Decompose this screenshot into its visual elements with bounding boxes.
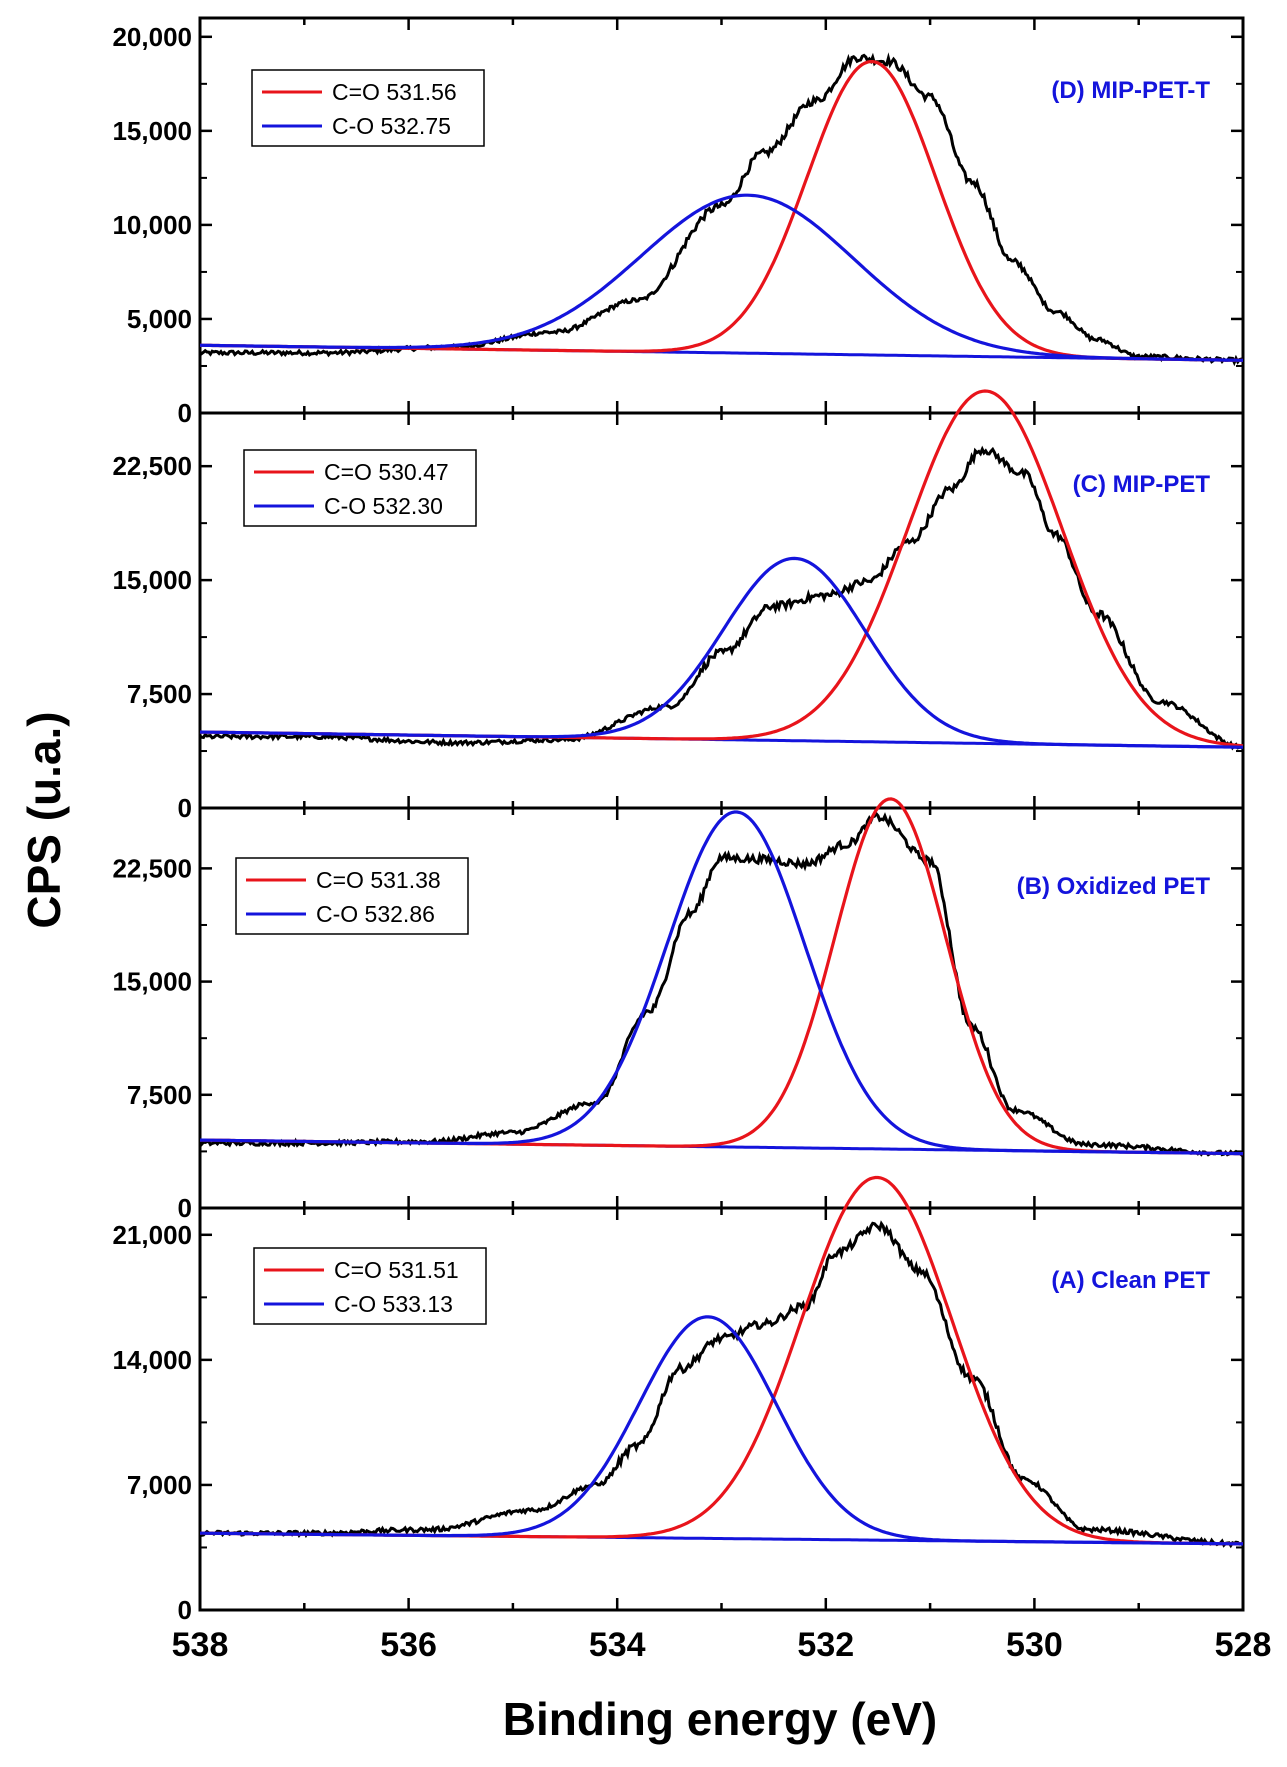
legend: C=O 531.38 C-O 532.86 — [235, 857, 469, 935]
x-tick-label: 536 — [380, 1626, 437, 1664]
y-tick-label: 7,000 — [127, 1470, 192, 1500]
x-tick-label: 538 — [172, 1626, 229, 1664]
measured-spectrum-line — [198, 1220, 1244, 1549]
measured-spectrum-line — [199, 52, 1244, 367]
legend: C=O 531.51 C-O 533.13 — [253, 1247, 487, 1325]
y-tick-label: 10,000 — [112, 210, 192, 240]
panel-B: 0 7,500 15,000 22,500 C=O 531.38 C-O 532.86 (B… — [112, 797, 1245, 1223]
panel-label: (A) Clean PET — [1051, 1267, 1210, 1294]
panel-label: (B) Oxidized PET — [1017, 873, 1211, 900]
legend-box — [235, 857, 469, 935]
co-double-fit-line — [200, 1175, 1243, 1546]
panel-A: 0 7,000 14,000 21,000 C=O 531.51 C-O 533.13 (A… — [112, 1175, 1245, 1625]
x-axis-title: Binding energy (eV) — [503, 1693, 937, 1745]
legend: C=O 530.47 C-O 532.30 — [243, 449, 477, 527]
y-tick-label: 15,000 — [112, 116, 192, 146]
x-tick-label: 532 — [797, 1626, 854, 1664]
legend-box — [253, 1247, 487, 1325]
y-tick-label: 14,000 — [112, 1345, 192, 1375]
panel-D: 0 5,000 10,000 15,000 20,000 C=O 531.56 C-O 53… — [112, 16, 1245, 428]
panel-label: (D) MIP-PET-T — [1051, 77, 1210, 104]
y-tick-label: 0 — [178, 793, 192, 823]
co-double-fit-line — [200, 797, 1244, 1156]
y-tick-label: 22,500 — [112, 451, 192, 481]
co-single-fit-line — [200, 193, 1243, 362]
legend-label: C=O 530.47 — [324, 459, 449, 485]
y-tick-label: 15,000 — [112, 565, 192, 595]
legend-label: C-O 532.30 — [324, 493, 443, 519]
legend-label: C-O 533.13 — [334, 1291, 453, 1317]
y-axis-title: CPS (u.a.) — [18, 711, 70, 928]
y-tick-label: 7,500 — [127, 1080, 192, 1110]
y-tick-label: 0 — [178, 398, 192, 428]
y-tick-label: 22,500 — [112, 853, 192, 883]
legend-label: C=O 531.38 — [316, 867, 441, 893]
co-single-fit-line — [200, 1315, 1243, 1546]
panel-label: (C) MIP-PET — [1073, 471, 1211, 498]
co-single-fit-line — [200, 810, 1244, 1156]
co-single-fit-line — [199, 556, 1243, 749]
legend-box — [251, 69, 485, 147]
legend-label: C-O 532.75 — [332, 113, 451, 139]
legend-box — [243, 449, 477, 527]
legend-label: C-O 532.86 — [316, 901, 435, 927]
y-tick-label: 5,000 — [127, 304, 192, 334]
legend-label: C=O 531.56 — [332, 79, 457, 105]
y-tick-label: 0 — [178, 1193, 192, 1223]
measured-spectrum-line — [199, 445, 1245, 751]
panels-layer: 0 5,000 10,000 15,000 20,000 C=O 531.56 C-O 53… — [112, 16, 1272, 1664]
legend-label: C=O 531.51 — [334, 1257, 459, 1283]
panel-C: 0 7,500 15,000 22,500 C=O 530.47 C-O 532.30 (C… — [112, 389, 1245, 823]
y-tick-label: 7,500 — [127, 679, 192, 709]
co-double-fit-line — [199, 389, 1244, 748]
y-tick-label: 21,000 — [112, 1220, 192, 1250]
legend: C=O 531.56 C-O 532.75 — [251, 69, 485, 147]
x-tick-label: 534 — [589, 1626, 646, 1664]
x-tick-label: 528 — [1215, 1626, 1272, 1664]
y-tick-label: 0 — [178, 1595, 192, 1625]
y-tick-label: 15,000 — [112, 967, 192, 997]
y-tick-label: 20,000 — [112, 22, 192, 52]
x-tick-label: 530 — [1006, 1626, 1063, 1664]
